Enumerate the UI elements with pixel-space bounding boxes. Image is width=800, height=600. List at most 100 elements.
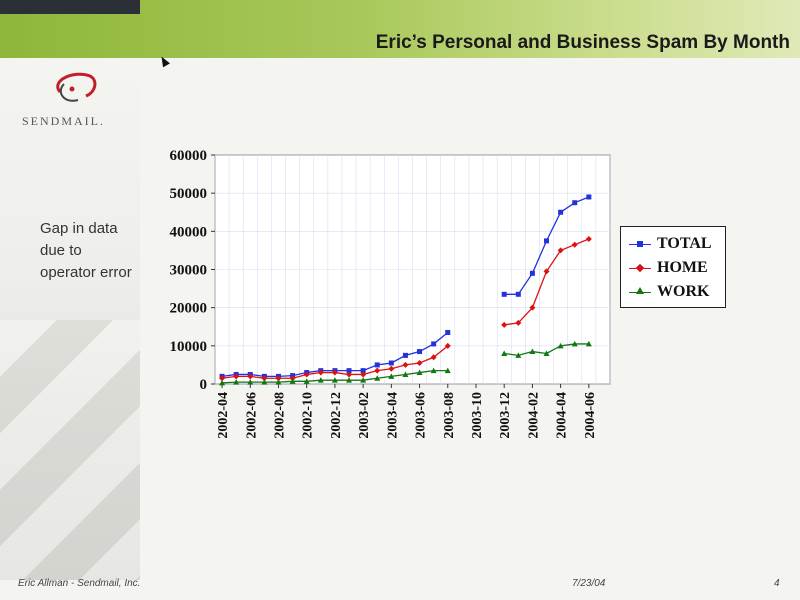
y-tick-label: 0 xyxy=(200,377,208,393)
data-point xyxy=(219,379,226,386)
x-tick-label: 2004-04 xyxy=(555,392,570,439)
series-home xyxy=(219,235,592,382)
data-point xyxy=(501,291,507,297)
data-point xyxy=(445,329,451,335)
diamond-marker-icon xyxy=(635,263,645,273)
data-point xyxy=(430,354,437,361)
data-point xyxy=(529,348,536,355)
data-point xyxy=(544,238,550,244)
triangle-marker-icon xyxy=(636,287,644,294)
data-point xyxy=(402,361,409,368)
x-tick-label: 2003-08 xyxy=(442,392,457,439)
data-point xyxy=(388,360,394,366)
square-marker-icon xyxy=(637,241,643,247)
data-point xyxy=(289,378,296,384)
legend-item-work: WORK xyxy=(627,281,723,303)
data-point xyxy=(219,375,226,382)
x-tick-label: 2002-10 xyxy=(301,392,316,439)
x-tick-label: 2002-04 xyxy=(216,392,231,439)
x-tick-label: 2002-06 xyxy=(244,392,259,439)
data-point xyxy=(331,369,338,376)
x-tick-label: 2004-02 xyxy=(526,392,541,439)
data-point xyxy=(360,368,366,374)
data-point xyxy=(261,379,268,385)
x-axis-ticks: 2002-04 2002-06 2002-08 2002-10 2002-12 2003-… xyxy=(216,384,598,439)
y-tick-label: 10000 xyxy=(170,339,208,355)
legend-label-work: WORK xyxy=(657,283,710,300)
data-point xyxy=(388,365,395,372)
x-tick-label: 2003-10 xyxy=(470,392,485,439)
data-point xyxy=(417,349,423,355)
legend-label-total: TOTAL xyxy=(657,235,712,252)
data-point xyxy=(444,367,451,374)
slide-title: Eric’s Personal and Business Spam By Mon… xyxy=(375,32,790,53)
data-point xyxy=(571,241,578,248)
data-point xyxy=(233,379,240,385)
data-point xyxy=(585,340,592,347)
data-point xyxy=(346,377,353,383)
x-tick-label: 2003-06 xyxy=(414,392,429,439)
data-point xyxy=(374,367,381,374)
legend-item-total: TOTAL xyxy=(627,233,723,255)
data-point xyxy=(275,379,282,385)
data-point xyxy=(444,342,451,349)
left-decoration xyxy=(0,60,140,580)
data-point xyxy=(585,235,592,242)
data-point xyxy=(303,371,310,378)
y-tick-label: 30000 xyxy=(170,263,208,279)
data-point xyxy=(261,375,268,382)
data-point xyxy=(317,377,324,383)
title-bar-accent xyxy=(0,0,140,14)
title-bar xyxy=(0,0,800,58)
legend-item-home: HOME xyxy=(627,257,723,279)
x-tick-label: 2003-02 xyxy=(357,392,372,439)
y-tick-label: 50000 xyxy=(170,186,208,202)
logo-text: SENDMAIL. xyxy=(22,114,105,128)
data-point xyxy=(529,270,535,276)
data-point xyxy=(233,373,240,380)
data-point xyxy=(360,371,367,378)
data-point xyxy=(572,200,578,206)
data-point xyxy=(303,378,310,384)
data-point xyxy=(529,304,536,311)
data-point xyxy=(388,373,395,379)
series-work xyxy=(219,340,592,386)
data-point xyxy=(543,268,550,275)
y-axis-ticks: 60000 50000 40000 30000 20000 10000 0 xyxy=(170,148,215,393)
data-point xyxy=(558,209,564,215)
footer-page-number: 4 xyxy=(774,578,780,589)
x-tick-label: 2002-12 xyxy=(329,392,344,439)
data-point xyxy=(402,371,409,377)
data-point xyxy=(571,340,578,347)
data-point xyxy=(247,373,254,380)
data-point xyxy=(515,291,521,297)
data-point xyxy=(515,352,522,358)
data-point xyxy=(317,369,324,376)
y-tick-label: 20000 xyxy=(170,301,208,317)
data-point xyxy=(402,352,408,358)
data-point xyxy=(346,371,353,378)
grid-lines xyxy=(214,154,611,385)
data-point xyxy=(360,377,367,383)
sendmail-logo-icon xyxy=(56,72,97,102)
data-point xyxy=(289,375,296,382)
data-point xyxy=(374,375,381,381)
data-point xyxy=(557,342,564,349)
series-lines xyxy=(219,194,592,386)
data-point xyxy=(501,350,508,356)
footer-date: 7/23/04 xyxy=(572,578,606,589)
data-point xyxy=(374,362,380,368)
x-tick-label: 2002-08 xyxy=(272,392,287,439)
data-point xyxy=(416,369,423,376)
x-tick-label: 2003-12 xyxy=(498,392,513,439)
data-point xyxy=(586,194,592,200)
data-point xyxy=(346,368,352,374)
data-point xyxy=(431,341,437,347)
data-point xyxy=(331,377,338,383)
data-point xyxy=(501,321,508,328)
data-point xyxy=(247,379,254,385)
data-point xyxy=(275,375,282,382)
x-tick-label: 2003-04 xyxy=(385,392,400,439)
y-tick-label: 60000 xyxy=(170,148,208,164)
